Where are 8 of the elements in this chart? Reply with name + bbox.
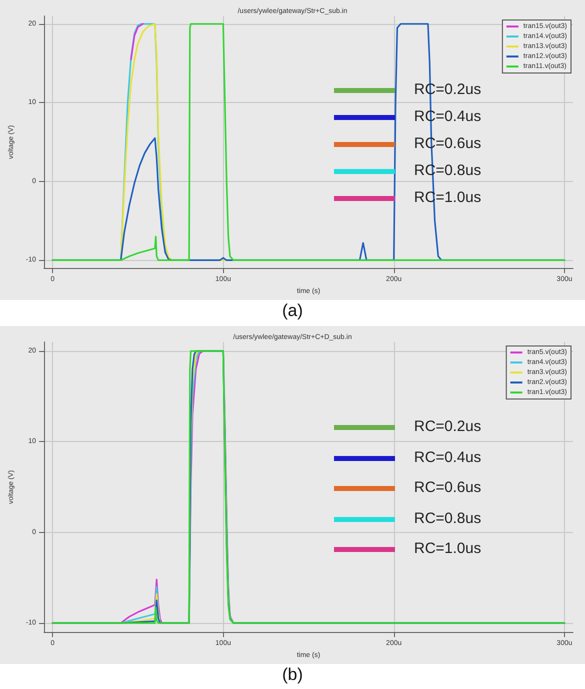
line-series bbox=[130, 23, 144, 60]
annotation: RC=1.0us bbox=[414, 540, 482, 558]
annotation: RC=0.6us bbox=[414, 479, 482, 497]
annotation: RC=0.8us bbox=[414, 510, 482, 528]
text: (a) bbox=[281, 301, 304, 321]
annotation: RC=0.4us bbox=[414, 449, 482, 467]
text: (b) bbox=[281, 665, 304, 685]
annotation: RC=0.2us bbox=[414, 418, 482, 436]
